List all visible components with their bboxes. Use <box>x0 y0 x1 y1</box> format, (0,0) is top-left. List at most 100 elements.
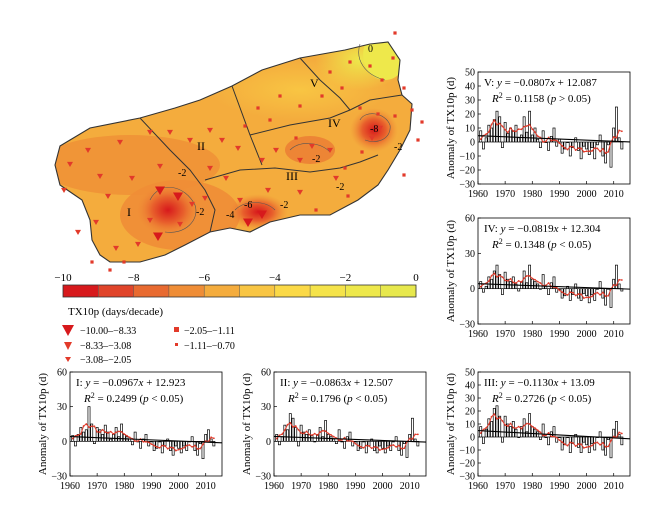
contour-label: -4 <box>226 210 234 221</box>
bar <box>348 431 352 442</box>
region-boundary <box>231 85 263 166</box>
station-triangle-icon <box>265 187 271 193</box>
smoothed-point <box>547 136 550 139</box>
smoothed-point <box>88 426 90 429</box>
smoothed-point <box>620 432 623 435</box>
y-tick-label: 60 <box>465 214 475 225</box>
x-tick-label: 1980 <box>114 481 134 492</box>
bar <box>114 427 118 442</box>
station-square-icon <box>340 86 344 90</box>
y-tick-label: 30 <box>465 96 475 107</box>
smoothed-point <box>498 274 501 277</box>
bar <box>144 434 148 442</box>
station-triangle-icon <box>177 221 183 227</box>
map-outline <box>54 41 413 263</box>
bar <box>568 436 572 453</box>
x-tick-label: 1990 <box>345 481 365 492</box>
x-tick-label: 1960 <box>468 329 488 340</box>
smoothed-point <box>577 147 580 150</box>
x-tick-label: 1960 <box>468 189 488 200</box>
bar <box>530 278 534 290</box>
bar <box>383 440 387 454</box>
bar <box>359 440 363 449</box>
region-boundary <box>249 94 403 136</box>
x-tick-label: 2000 <box>577 329 597 340</box>
smoothed-point <box>517 279 520 282</box>
station-square-icon <box>90 260 94 264</box>
bar <box>582 288 586 294</box>
station-triangle-icon <box>333 175 339 181</box>
smoothed-point <box>574 445 577 447</box>
smoothed-point <box>153 444 156 447</box>
panel-i: −30 0 30 60 1960 1970 1980 1990 2000 2010 Anomaly … <box>37 368 223 492</box>
station-triangle-icon <box>207 127 213 133</box>
bar <box>103 424 107 442</box>
smoothed-point <box>612 435 615 438</box>
smoothed-point <box>544 140 547 143</box>
smoothed-point <box>85 423 88 425</box>
contour-label: -2 <box>336 182 344 193</box>
bar <box>590 288 594 295</box>
bar <box>487 124 491 143</box>
smoothed-point <box>591 150 593 152</box>
bar <box>596 141 599 146</box>
smoothed-point <box>599 293 602 296</box>
station-square-icon <box>420 120 424 124</box>
smoothed-point <box>90 425 93 428</box>
x-tick-label: 1990 <box>549 189 569 200</box>
bar <box>490 127 493 143</box>
smoothed-point <box>300 432 303 434</box>
smoothed-point <box>504 128 507 131</box>
contour-line <box>359 113 391 142</box>
contour-line <box>234 202 276 211</box>
x-tick-label: 1970 <box>495 329 515 340</box>
smoothed-point <box>316 434 319 436</box>
r-squared-text: R2 = 0.1158 (p > 0.05) <box>491 91 591 106</box>
x-tick-label: 1980 <box>318 481 338 492</box>
y-axis-label: Anomaly of TX10p (d) <box>445 373 457 475</box>
x-tick-label: 1990 <box>141 481 161 492</box>
smoothed-point <box>531 277 534 280</box>
y-tick-label: 60 <box>261 368 271 379</box>
bar <box>560 141 564 154</box>
bar <box>615 421 618 438</box>
smoothed-point <box>408 437 411 440</box>
bar <box>574 283 578 290</box>
x-tick-label: 1970 <box>291 481 311 492</box>
smoothed-point <box>98 431 101 433</box>
bar <box>547 141 550 151</box>
smoothed-point <box>359 445 362 448</box>
smoothed-point <box>297 428 300 431</box>
bar <box>297 440 300 447</box>
smoothed-point <box>479 285 482 288</box>
trend-equation: IV: y = −0.0819x + 12.304 <box>484 223 601 235</box>
bar <box>541 423 545 438</box>
smoothed-point <box>376 446 379 449</box>
smoothed-point <box>490 274 493 277</box>
colorbar-swatch <box>133 285 170 297</box>
y-tick-label: 10 <box>465 124 475 135</box>
colorbar-tick-label: −10 <box>54 272 72 284</box>
bar <box>201 440 205 460</box>
bar <box>354 440 357 443</box>
station-square-icon <box>122 260 126 264</box>
smoothed-point <box>512 130 515 132</box>
y-tick-label: 50 <box>465 368 475 379</box>
bar <box>122 434 126 442</box>
bar <box>492 119 496 143</box>
smoothed-point <box>487 131 490 133</box>
smoothed-point <box>351 440 354 443</box>
contour-label: -2 <box>178 168 186 179</box>
bar <box>539 436 542 440</box>
y-tick-label: 30 <box>57 402 67 413</box>
smoothed-point <box>332 435 335 438</box>
bar <box>343 440 346 449</box>
smoothed-point <box>82 425 85 427</box>
smoothed-point <box>525 125 528 127</box>
bar <box>585 288 588 297</box>
station-square-icon <box>314 208 318 212</box>
smoothed-point <box>166 447 169 450</box>
smoothed-point <box>142 440 145 443</box>
smoothed-point <box>607 445 610 448</box>
bar <box>174 440 178 447</box>
